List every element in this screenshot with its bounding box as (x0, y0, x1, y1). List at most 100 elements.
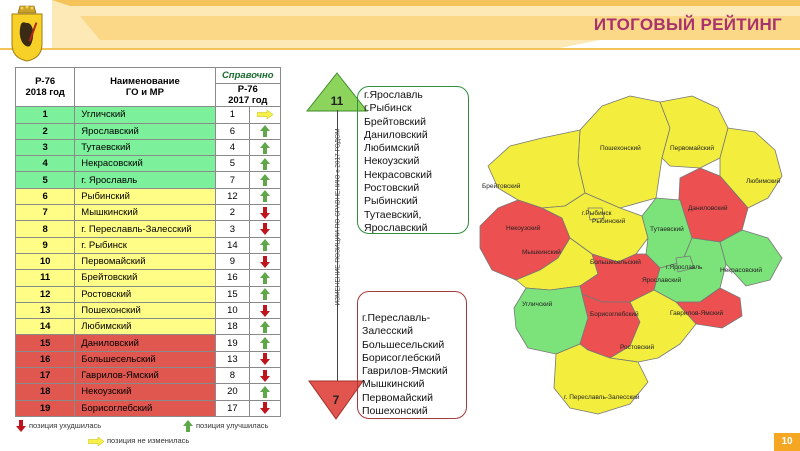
row-rank: 14 (14, 318, 76, 336)
row-name: Некрасовский (74, 155, 216, 173)
arrow-right-icon (257, 110, 274, 120)
row-rank: 18 (14, 383, 76, 401)
row-prev: 17 (214, 399, 251, 417)
list-item: г.Ярославль (364, 89, 423, 101)
row-rank: 13 (14, 301, 76, 320)
row-prev: 6 (214, 122, 251, 140)
arrow-down-icon (16, 420, 26, 432)
map-label-tutaevsky: Тутаевский (650, 225, 684, 233)
row-trend (249, 285, 281, 303)
table-row: 2 Ярославский 6 (14, 122, 281, 140)
legend-up-label: позиция улучшилась (196, 420, 269, 430)
header-prev-line2: 2017 год (228, 95, 268, 107)
table-row: 15 Даниловский 19 (14, 334, 281, 352)
row-name: Борисоглебский (74, 399, 216, 417)
arrow-down-icon (260, 402, 271, 415)
list-item: Гаврилов-Ямский (362, 365, 448, 378)
row-name: г. Переславль-Залесский (74, 220, 216, 238)
table-row: 11 Брейтовский 16 (14, 269, 281, 287)
row-trend (249, 122, 281, 140)
row-name: Ростовский (74, 285, 216, 303)
map-nekrasovsky (719, 229, 783, 287)
row-name: Ярославский (74, 122, 216, 140)
table-row: 4 Некрасовский 5 (14, 155, 281, 173)
map-label-rostovsky: Ростовский (620, 343, 655, 351)
row-trend (249, 399, 281, 417)
arrow-up-icon (260, 288, 271, 301)
map-label-breitovsky: Брейтовский (482, 182, 521, 190)
row-prev: 18 (214, 318, 251, 336)
page-number: 10 (774, 433, 800, 451)
arrow-down-icon (260, 223, 271, 236)
row-name: Гаврилов-Ямский (74, 367, 216, 385)
row-rank: 12 (14, 285, 76, 303)
row-name: Угличский (74, 106, 216, 124)
row-prev: 1 (214, 106, 251, 124)
page-title: ИТОГОВЫЙ РЕЙТИНГ (593, 15, 782, 34)
table-row: 9 г. Рыбинск 14 (14, 236, 281, 254)
arrow-up-icon (260, 141, 271, 154)
region-map: Пошехонский Первомайский Брейтовский Люб… (479, 95, 783, 415)
axis-caption: ИЗМЕНЕНИЕ ПОЗИЦИИ ПО СРАВНЕНИЮ с 2017 ГО… (334, 128, 342, 306)
row-name: Некоузский (74, 383, 216, 401)
list-item: Ярославский (364, 221, 428, 234)
map-label-borisoglebsky: Борисоглебский (590, 310, 639, 318)
row-rank: 5 (14, 171, 76, 189)
row-trend (249, 334, 281, 352)
map-label-nekouzsky: Некоузский (506, 224, 541, 232)
list-item: Мышкинский (362, 378, 425, 391)
arrow-down-icon (260, 353, 271, 366)
list-item: Ростовский (364, 182, 420, 195)
row-trend (249, 350, 281, 369)
map-label-g-pereslavl: г. Переславль-Залесский (564, 393, 640, 401)
row-rank: 16 (14, 350, 76, 369)
legend-up: позиция улучшилась (183, 420, 268, 432)
map-label-poshekhonsky: Пошехонский (600, 144, 641, 152)
row-trend (249, 367, 281, 385)
row-prev: 5 (214, 155, 251, 173)
header-name: Наименование ГО и МР (74, 66, 216, 108)
worsened-list: г.Переславль- Залесский Большесельский Бори… (357, 291, 467, 419)
header-rank-line2: 2018 год (25, 87, 65, 99)
header-name-line1: Наименование (110, 76, 180, 88)
header-rank: Р-76 2018 год (14, 66, 76, 108)
row-rank: 6 (14, 187, 76, 206)
row-name: Любимский (74, 318, 216, 336)
arrow-down-icon (260, 369, 271, 382)
row-prev: 20 (214, 383, 251, 401)
row-trend (249, 106, 281, 124)
row-rank: 10 (14, 252, 76, 271)
row-trend (249, 301, 281, 320)
row-trend (249, 318, 281, 336)
list-item: Борисоглебский (362, 351, 441, 364)
table-row: 12 Ростовский 15 (14, 285, 281, 303)
header-prev-line1: Р-76 (237, 84, 258, 96)
arrow-up-icon (260, 174, 271, 187)
row-prev: 4 (214, 138, 251, 157)
list-item: Залесский (362, 325, 413, 338)
row-rank: 3 (14, 138, 76, 157)
table-row: 8 г. Переславль-Залесский 3 (14, 220, 281, 238)
row-prev: 12 (214, 187, 251, 206)
arrow-up-icon (260, 385, 271, 398)
table-row: 6 Рыбинский 12 (14, 187, 281, 206)
list-item: Первомайский (362, 391, 434, 404)
row-name: Пошехонский (74, 301, 216, 320)
worsened-triangle: 7 (308, 380, 364, 420)
map-label-lyubimsky: Любимский (746, 177, 781, 185)
table-row: 18 Некоузский 20 (14, 383, 281, 401)
row-rank: 2 (14, 122, 76, 140)
row-rank: 17 (14, 367, 76, 385)
row-name: г. Рыбинск (74, 236, 216, 254)
map-g-rybinsk (587, 207, 605, 221)
arrow-up-icon (260, 125, 271, 138)
arrow-up-icon (260, 271, 271, 284)
row-trend (249, 138, 281, 157)
table-row: 10 Первомайский 9 (14, 252, 281, 271)
row-name: Первомайский (74, 252, 216, 271)
map-label-bolsheselsky: Большесельский (590, 258, 641, 266)
list-item: Рыбинский (364, 195, 418, 208)
row-trend (249, 269, 281, 287)
row-prev: 2 (214, 204, 251, 222)
table-row: 16 Большесельский 13 (14, 350, 281, 369)
